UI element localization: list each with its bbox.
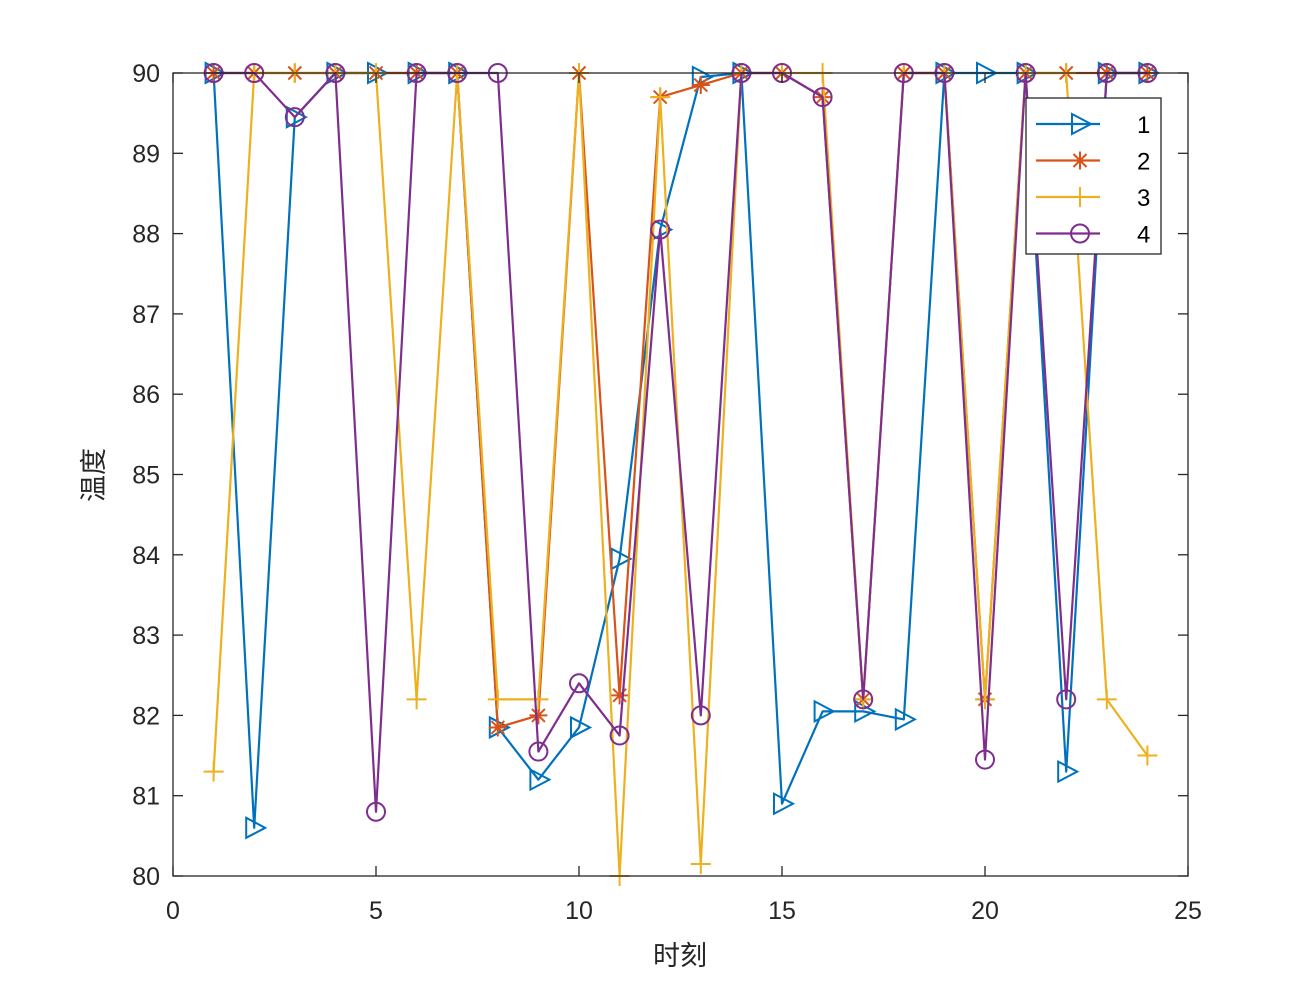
data-point-series-3 (406, 689, 427, 710)
data-point-series-4 (569, 673, 589, 694)
data-point-series-4 (1056, 689, 1077, 710)
ticks-layer: 0 5 10 15 20 25 80 81 82 83 84 85 86 87 88 89 90 (132, 60, 1202, 925)
legend-marker (1070, 187, 1090, 207)
legend-item-2: 2 (1036, 149, 1150, 176)
data-point-series-3 (528, 689, 549, 710)
data-point-series-1 (854, 699, 877, 724)
data-point-series-3 (487, 689, 508, 710)
data-point-series-4 (812, 87, 833, 108)
legend-marker (1070, 223, 1090, 244)
x-tick-label: 25 (1174, 897, 1202, 925)
y-tick-label: 88 (132, 221, 160, 249)
x-tick-label: 5 (369, 897, 383, 925)
data-point-series-1 (529, 767, 552, 792)
legend-label: 3 (1137, 185, 1150, 212)
data-point-series-2 (691, 76, 710, 95)
data-point-series-2 (610, 686, 629, 705)
legend-label: 4 (1137, 222, 1150, 249)
data-point-series-4 (690, 705, 711, 726)
data-point-series-4 (366, 801, 386, 822)
legend-marker (1071, 151, 1089, 170)
legend-item-1: 1 (1036, 112, 1150, 139)
y-tick-label: 86 (132, 381, 160, 409)
data-point-series-4 (975, 749, 995, 770)
y-tick-label: 87 (132, 301, 160, 329)
data-point-series-1 (570, 715, 593, 740)
data-point-series-1 (894, 707, 917, 732)
data-point-series-3 (690, 853, 711, 874)
y-tick-label: 82 (132, 702, 160, 730)
legend-label: 1 (1137, 112, 1150, 139)
x-axis-title: 时刻 (653, 941, 707, 972)
y-tick-label: 89 (132, 140, 160, 168)
data-point-series-4 (650, 219, 671, 240)
y-tick-label: 81 (132, 783, 160, 811)
x-tick-label: 20 (971, 897, 999, 925)
y-tick-label: 80 (132, 863, 160, 891)
series-line-4 (213, 71, 1148, 813)
data-point-series-1 (691, 65, 714, 89)
x-tick-label: 10 (565, 897, 593, 925)
y-tick-label: 84 (132, 542, 160, 570)
data-point-series-1 (245, 816, 268, 840)
x-tick-label: 15 (768, 897, 796, 925)
data-point-series-4 (528, 741, 549, 762)
legend-item-3: 3 (1036, 185, 1150, 212)
legend-marker (1071, 112, 1094, 136)
data-point-series-4 (284, 107, 305, 128)
y-tick-label: 90 (132, 60, 160, 88)
data-point-series-4 (853, 689, 874, 710)
data-point-series-1 (813, 699, 836, 724)
y-tick-label: 83 (132, 622, 160, 650)
data-point-series-1 (773, 792, 796, 816)
data-point-series-4 (609, 725, 630, 746)
data-point-series-2 (529, 706, 548, 725)
data-point-series-3 (1137, 745, 1158, 766)
x-tick-label: 0 (166, 897, 180, 925)
y-axis-title: 温度 (79, 448, 110, 502)
data-point-series-3 (1096, 689, 1117, 710)
data-point-series-3 (975, 689, 995, 710)
y-tick-label: 85 (132, 462, 160, 490)
data-point-series-3 (650, 87, 671, 108)
data-point-series-1 (1057, 759, 1080, 784)
legend-item-4: 4 (1036, 222, 1150, 249)
data-point-series-3 (203, 761, 224, 782)
legend-label: 2 (1137, 149, 1150, 176)
legend: 1 2 3 4 (1025, 97, 1162, 255)
data-point-series-2 (488, 718, 507, 737)
